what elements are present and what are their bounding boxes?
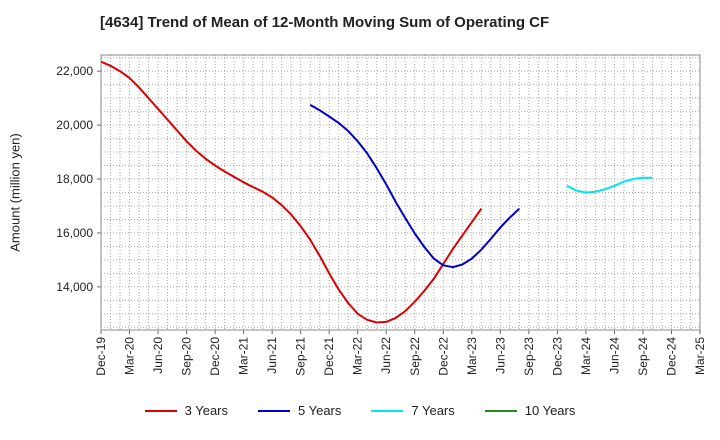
y-tick-label: 22,000: [56, 64, 93, 78]
legend-item: 10 Years: [484, 403, 576, 418]
legend-label: 3 Years: [184, 403, 228, 418]
series-line-7-years: [566, 176, 653, 194]
y-tick-label: 16,000: [56, 226, 93, 240]
x-tick-label: Jun-24: [607, 337, 621, 374]
x-tick-label: Jun-21: [265, 337, 279, 374]
x-tick-label: Jun-23: [493, 337, 507, 374]
x-tick-label: Mar-20: [123, 337, 137, 375]
x-tick-label: Dec-20: [208, 337, 222, 376]
x-tick-label: Sep-21: [294, 337, 308, 376]
x-tick-label: Sep-22: [408, 337, 422, 376]
y-tick-label: 18,000: [56, 172, 93, 186]
x-tick-label: Dec-24: [664, 337, 678, 376]
chart-title: [4634] Trend of Mean of 12-Month Moving …: [100, 14, 550, 31]
plot-border: [100, 54, 701, 331]
x-tick-label: Jun-20: [151, 337, 165, 374]
x-tick-label: Jun-22: [379, 337, 393, 374]
x-tick-label: Sep-20: [180, 337, 194, 376]
x-tick-label: Mar-24: [579, 337, 593, 375]
y-tick-label: 14,000: [56, 280, 93, 294]
x-tick-label: Sep-23: [522, 337, 536, 376]
x-tick-label: Mar-22: [351, 337, 365, 375]
y-tick-label: 20,000: [56, 118, 93, 132]
legend-item: 3 Years: [144, 403, 228, 418]
series-line-5-years: [309, 104, 520, 269]
x-tick-label: Dec-19: [94, 337, 108, 376]
x-tick-label: Mar-21: [237, 337, 251, 375]
y-tick-labels: 14,000 16,000 18,000 20,000 22,000: [56, 64, 101, 294]
x-tick-label: Dec-22: [436, 337, 450, 376]
x-tick-label: Mar-23: [465, 337, 479, 375]
legend: 3 Years 5 Years 7 Years 10 Years: [0, 403, 720, 418]
x-tick-label: Dec-21: [322, 337, 336, 376]
legend-swatch: [371, 409, 404, 412]
legend-swatch: [258, 409, 290, 412]
legend-swatch: [484, 409, 517, 412]
legend-item: 5 Years: [258, 403, 341, 418]
x-tick-labels: Dec-19 Mar-20 Jun-20 Sep-20 Dec-20 Mar-21 Jun-…: [94, 330, 707, 376]
legend-item: 7 Years: [371, 403, 455, 418]
x-tick-label: Sep-24: [636, 337, 650, 376]
legend-swatch: [144, 409, 177, 412]
x-tick-label: Mar-25: [693, 337, 707, 375]
series-line-3-years: [100, 60, 483, 324]
x-tick-label: Dec-23: [550, 337, 564, 376]
legend-label: 5 Years: [298, 403, 342, 418]
legend-label: 10 Years: [524, 403, 576, 418]
legend-label: 7 Years: [411, 403, 455, 418]
grid-lines: [101, 55, 700, 330]
series-lines: [100, 60, 653, 324]
